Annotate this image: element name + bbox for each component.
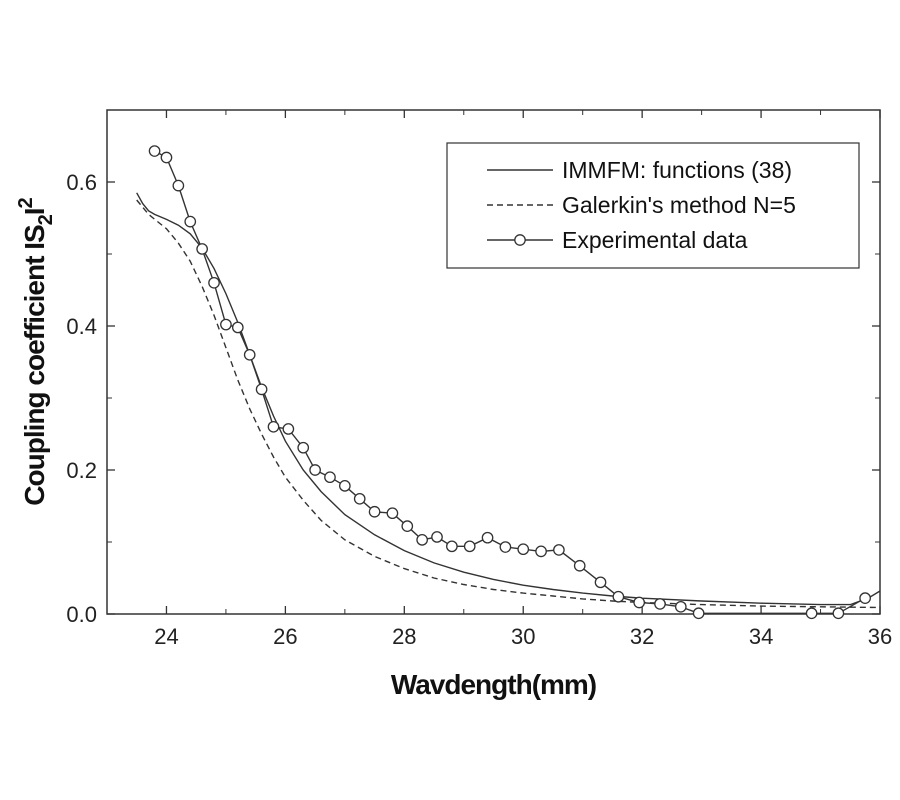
series-1 — [136, 192, 881, 606]
x-tick-label: 36 — [868, 624, 892, 649]
data-point — [553, 544, 565, 556]
data-point — [172, 179, 185, 192]
y-axis-title-subscript: 2 — [35, 214, 57, 225]
series-2 — [136, 199, 881, 609]
data-point — [446, 540, 458, 553]
y-axis-title-tail: I — [19, 208, 50, 215]
x-tick-label: 32 — [630, 624, 654, 649]
data-point — [612, 590, 625, 603]
legend-label: Experimental data — [562, 227, 748, 253]
data-point — [654, 598, 666, 610]
data-point — [148, 145, 161, 157]
plot-area — [106, 109, 881, 615]
data-point — [535, 545, 547, 558]
y-axis-title-superscript: 2 — [15, 197, 37, 208]
data-point — [184, 215, 197, 228]
legend: IMMFM: functions (38) Galerkin's method N… — [446, 142, 860, 269]
data-point — [309, 464, 321, 476]
x-axis-ticks: 24 26 28 30 32 34 36 — [154, 110, 892, 649]
data-point — [517, 543, 530, 556]
y-tick-label: 0.2 — [66, 458, 97, 483]
data-point — [431, 531, 443, 543]
series-line — [136, 199, 881, 609]
data-point — [573, 559, 586, 572]
legend-entry: Experimental data — [487, 227, 748, 253]
data-point — [481, 531, 494, 544]
data-point — [633, 596, 646, 609]
legend-marker — [514, 234, 526, 246]
y-axis-ticks: 0.0 0.2 0.4 0.6 — [66, 170, 880, 627]
data-point — [499, 541, 512, 553]
data-point — [208, 276, 220, 289]
data-point — [368, 505, 381, 518]
data-point — [463, 540, 476, 553]
x-tick-label: 28 — [392, 624, 416, 649]
data-point — [324, 471, 336, 484]
legend-entry: Galerkin's method N=5 — [487, 192, 796, 218]
data-point — [832, 607, 845, 620]
y-axis-title-main: Coupling coefficient IS — [19, 225, 50, 506]
data-point — [353, 492, 366, 505]
y-tick-label: 0.0 — [66, 602, 97, 627]
data-point — [267, 420, 280, 433]
data-point — [231, 321, 244, 334]
series-3 — [148, 145, 871, 620]
series-layer — [136, 145, 881, 620]
data-point — [338, 479, 351, 492]
data-point — [196, 243, 208, 255]
legend-label: Galerkin's method N=5 — [562, 192, 796, 218]
x-tick-label: 26 — [273, 624, 297, 649]
data-point — [594, 576, 607, 589]
data-point — [401, 520, 414, 533]
data-point — [692, 607, 705, 620]
data-point — [386, 507, 399, 520]
y-tick-label: 0.4 — [66, 314, 97, 339]
legend-label: IMMFM: functions (38) — [562, 157, 792, 183]
plot-frame — [106, 109, 881, 615]
x-axis-title: Wavdength(mm) — [391, 669, 596, 700]
x-tick-label: 34 — [749, 624, 773, 649]
data-point — [805, 607, 818, 620]
y-tick-label: 0.6 — [66, 170, 97, 195]
data-point — [243, 348, 256, 361]
data-point — [160, 151, 173, 164]
data-point — [297, 441, 310, 454]
data-point — [220, 318, 232, 331]
y-axis-title: Coupling coefficient IS2I2 — [15, 197, 57, 505]
data-point — [416, 533, 428, 546]
data-point — [255, 383, 268, 396]
data-point — [859, 592, 871, 605]
x-tick-label: 24 — [154, 624, 178, 649]
data-point — [674, 600, 687, 613]
legend-entry: IMMFM: functions (38) — [487, 157, 792, 183]
x-tick-label: 30 — [511, 624, 535, 649]
data-point — [282, 423, 295, 435]
series-line — [136, 192, 881, 606]
legend-box — [446, 142, 860, 269]
